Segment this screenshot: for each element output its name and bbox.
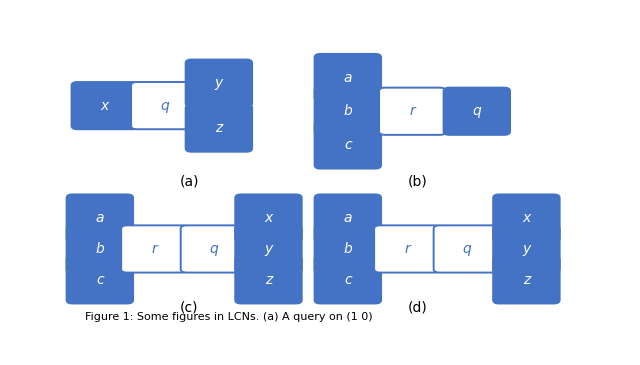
Text: a: a [344,211,352,225]
Text: y: y [215,76,223,90]
Text: (a): (a) [179,174,199,188]
Text: z: z [215,121,223,135]
Text: a: a [344,70,352,85]
FancyBboxPatch shape [186,59,252,107]
FancyBboxPatch shape [67,195,133,242]
FancyBboxPatch shape [434,225,500,273]
Text: q: q [160,99,169,113]
FancyBboxPatch shape [121,225,188,273]
Text: b: b [344,242,352,256]
Text: x: x [522,211,531,225]
FancyBboxPatch shape [493,225,559,273]
FancyBboxPatch shape [72,82,138,129]
Text: b: b [344,104,352,118]
FancyBboxPatch shape [315,122,381,169]
FancyBboxPatch shape [379,88,445,135]
Text: Figure 1: Some figures in LCNs. (a) A query on (1 0): Figure 1: Some figures in LCNs. (a) A qu… [85,312,372,322]
Text: (b): (b) [408,174,427,188]
Text: c: c [96,273,104,287]
Text: y: y [264,242,273,256]
FancyBboxPatch shape [315,256,381,303]
Text: (c): (c) [180,301,198,315]
FancyBboxPatch shape [186,104,252,152]
Text: x: x [264,211,273,225]
FancyBboxPatch shape [67,225,133,273]
Text: x: x [100,99,109,113]
FancyBboxPatch shape [444,88,510,135]
Text: q: q [472,104,481,118]
FancyBboxPatch shape [315,54,381,101]
FancyBboxPatch shape [315,225,381,273]
Text: c: c [344,273,351,287]
Text: r: r [404,242,410,256]
Text: a: a [95,211,104,225]
FancyBboxPatch shape [374,225,440,273]
FancyBboxPatch shape [315,195,381,242]
FancyBboxPatch shape [236,225,301,273]
Text: y: y [522,242,531,256]
Text: q: q [209,242,218,256]
Text: b: b [95,242,104,256]
Text: q: q [463,242,471,256]
FancyBboxPatch shape [67,256,133,303]
FancyBboxPatch shape [315,88,381,135]
Text: z: z [523,273,530,287]
FancyBboxPatch shape [236,195,301,242]
FancyBboxPatch shape [236,256,301,303]
FancyBboxPatch shape [131,82,198,129]
FancyBboxPatch shape [493,256,559,303]
Text: r: r [410,104,415,118]
FancyBboxPatch shape [493,195,559,242]
Text: z: z [265,273,272,287]
Text: c: c [344,138,351,152]
Text: r: r [152,242,157,256]
FancyBboxPatch shape [180,225,247,273]
Text: (d): (d) [408,301,427,315]
